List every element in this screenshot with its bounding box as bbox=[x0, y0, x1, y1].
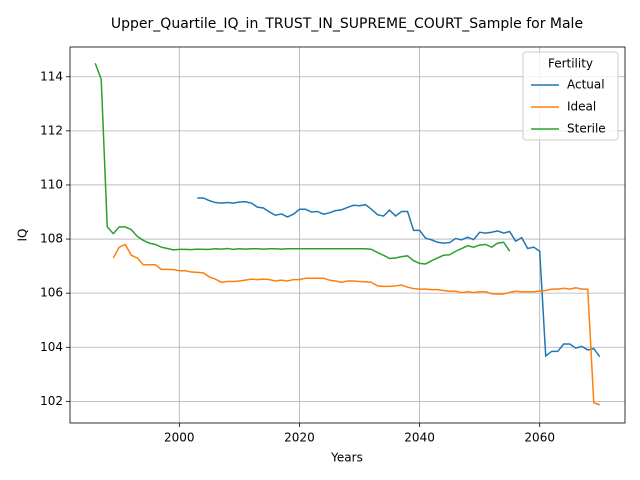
x-axis-label: Years bbox=[330, 451, 363, 465]
line-series bbox=[197, 197, 601, 358]
y-axis-label: IQ bbox=[16, 229, 30, 242]
legend-label: Actual bbox=[567, 78, 605, 92]
y-tick-label: 104 bbox=[40, 340, 63, 354]
y-tick-label: 106 bbox=[40, 286, 63, 300]
y-tick-label: 112 bbox=[40, 123, 63, 137]
x-tick-label: 2040 bbox=[404, 431, 435, 445]
y-tick-label: 110 bbox=[40, 177, 63, 191]
x-tick-label: 2000 bbox=[164, 431, 195, 445]
chart-title: Upper_Quartile_IQ_in_TRUST_IN_SUPREME_CO… bbox=[111, 16, 583, 32]
legend-label: Ideal bbox=[567, 100, 596, 114]
y-tick-label: 108 bbox=[40, 232, 63, 246]
axes-frame bbox=[69, 46, 626, 424]
legend-label: Sterile bbox=[567, 122, 606, 136]
x-tick-label: 2060 bbox=[524, 431, 555, 445]
x-tick-label: 2020 bbox=[284, 431, 315, 445]
line-series bbox=[112, 243, 601, 406]
y-tick-label: 102 bbox=[40, 394, 63, 408]
legend-title: Fertility bbox=[548, 57, 593, 71]
legend-box bbox=[522, 51, 619, 141]
line-series bbox=[94, 62, 511, 265]
y-tick-label: 114 bbox=[40, 69, 63, 83]
